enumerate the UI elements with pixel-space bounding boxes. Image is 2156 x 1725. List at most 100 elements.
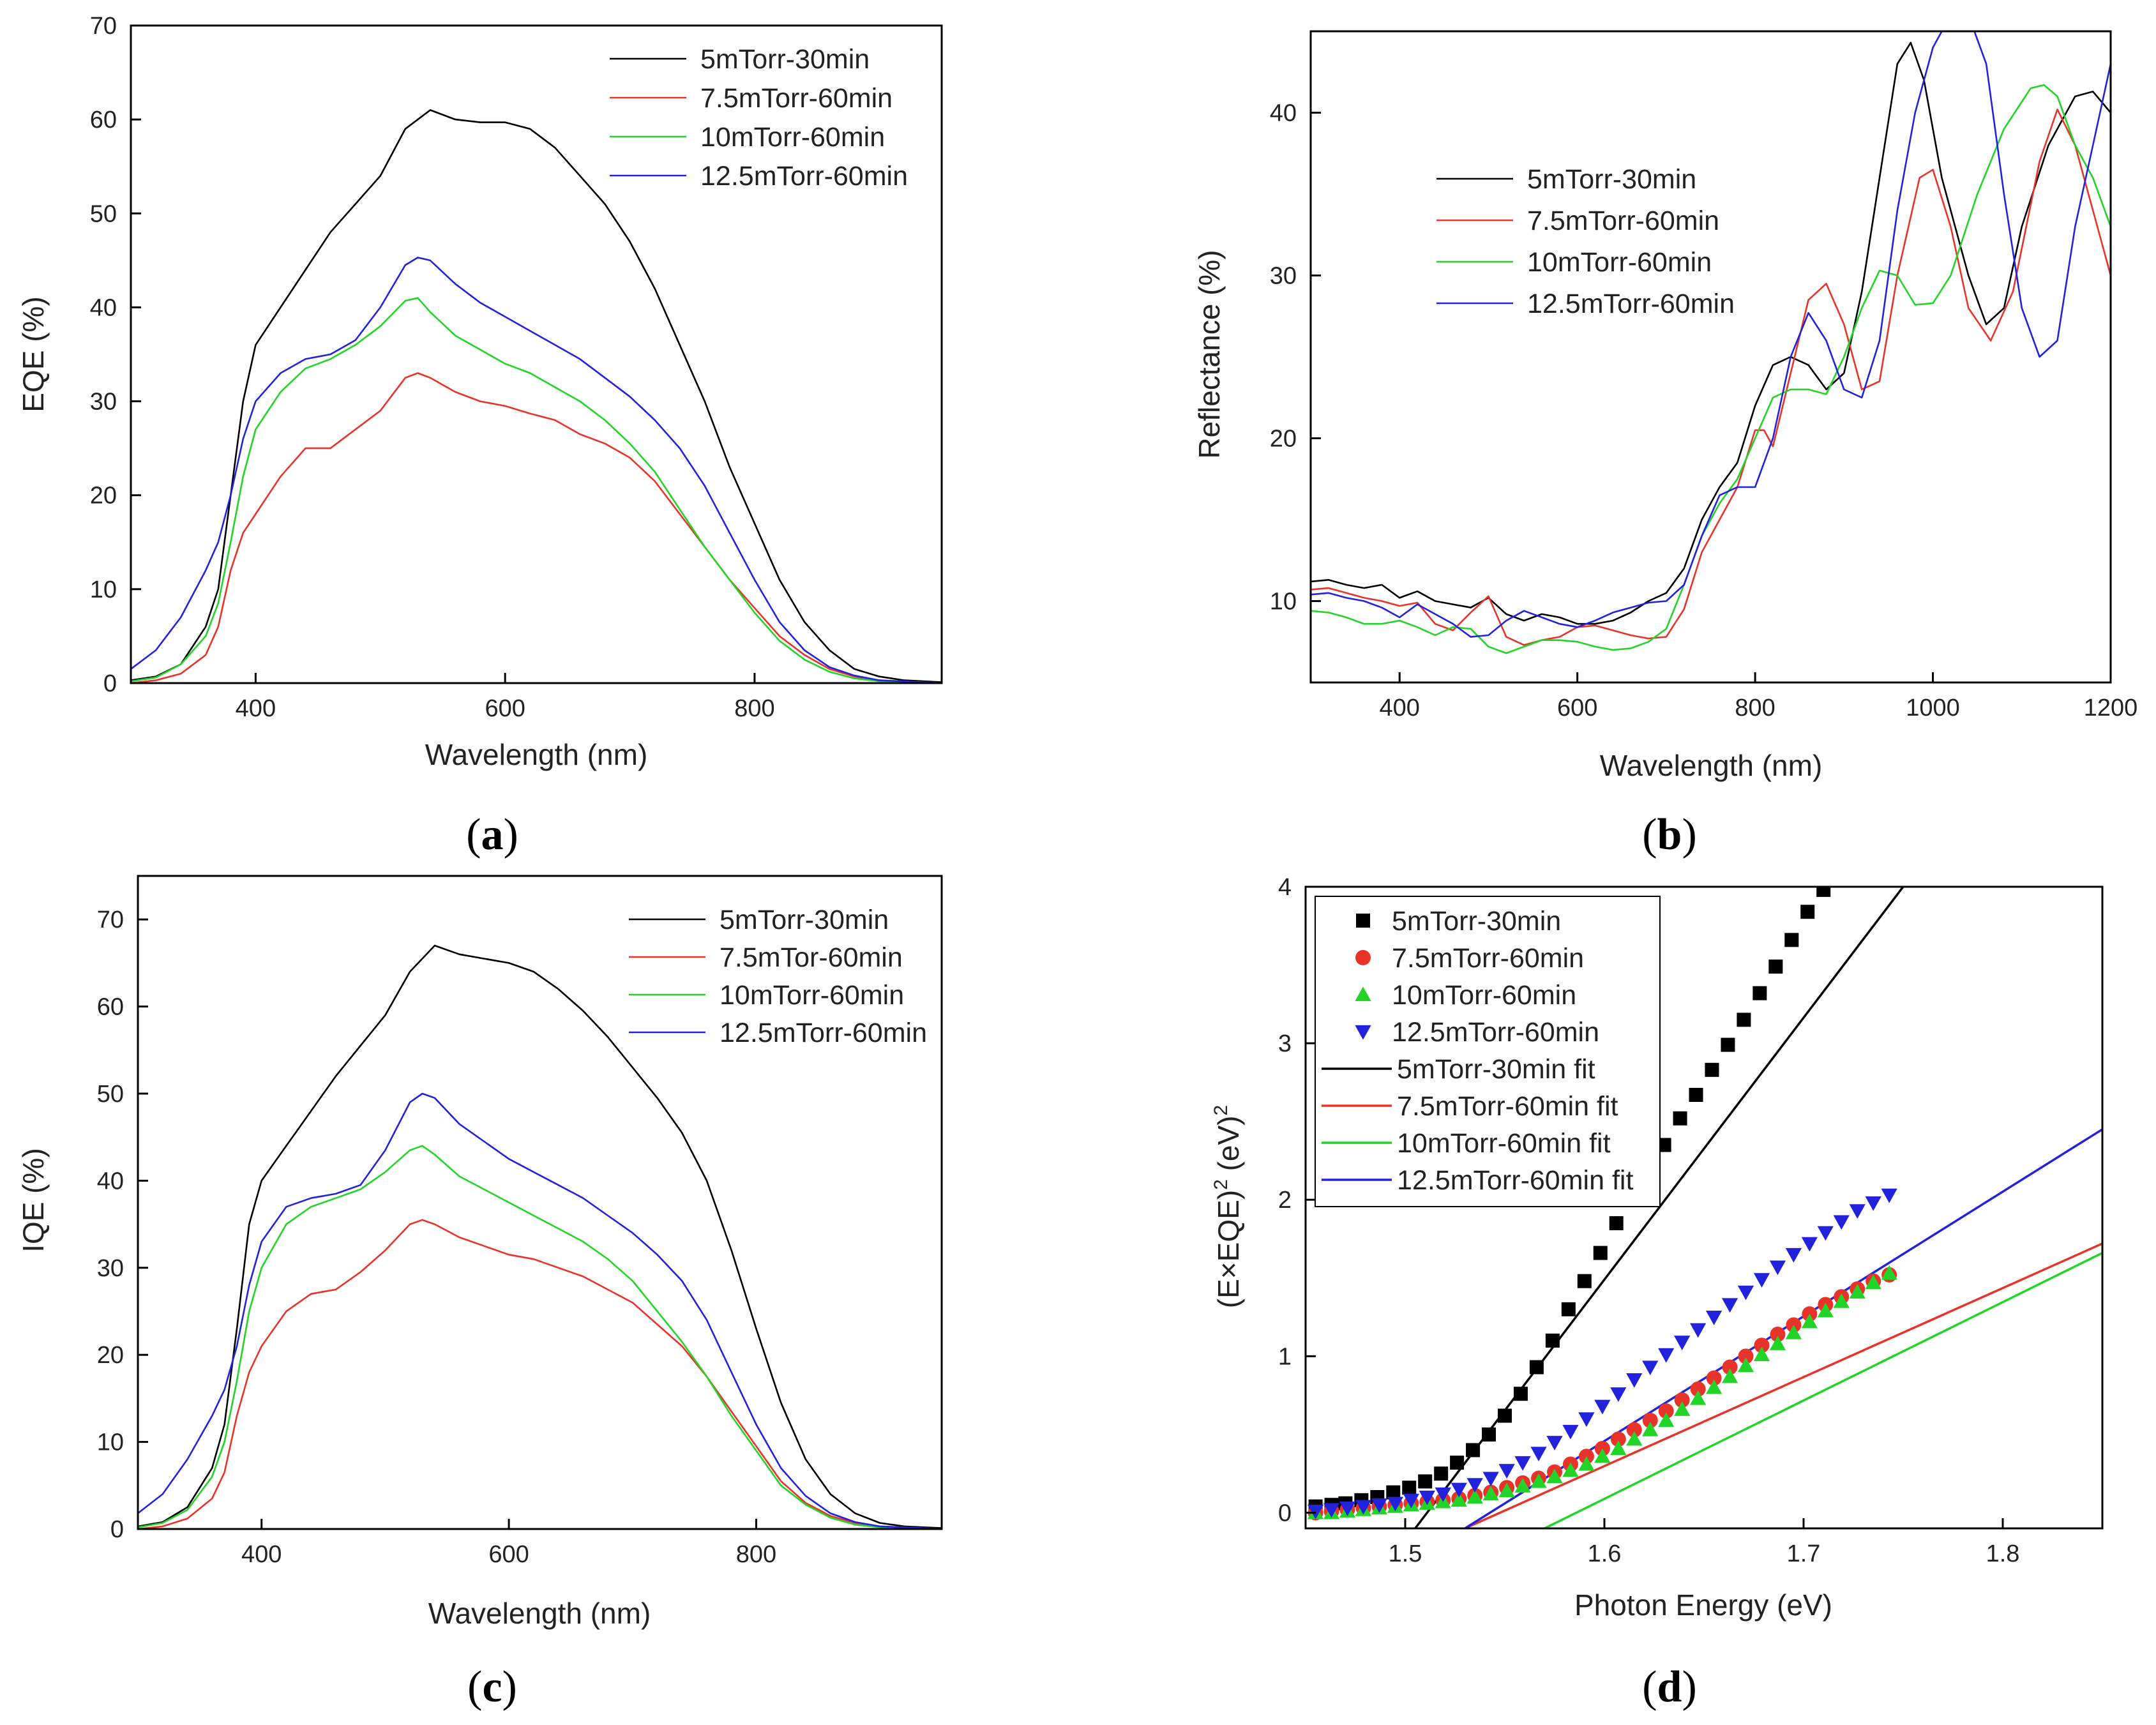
panel-a-y-tick-label: 60 <box>90 107 117 133</box>
panel-d-data-point <box>1355 1500 1372 1515</box>
panel-b-legend-label: 5mTorr-30min <box>1527 164 1696 195</box>
panel-d-data-point <box>1387 1496 1404 1512</box>
panel-d-data-point <box>1482 1427 1496 1442</box>
panel-d-data-point <box>1722 1359 1738 1375</box>
panel-c-y-tick-label: 40 <box>97 1168 124 1194</box>
panel-d-data-point <box>1577 1274 1592 1288</box>
panel-d-data-point <box>1721 1368 1738 1383</box>
panel-d-data-point <box>1785 1324 1802 1339</box>
panel-a-legend-label: 5mTorr-30min <box>700 44 870 75</box>
panel-d-plot-frame <box>1304 885 2104 1530</box>
chart-panel-d: 1.5 1.6 1.7 1.8 0 1 2 3 4 Photon Energy (eV) (E… <box>1210 874 2104 1712</box>
panel-a-y-tick-label: 50 <box>90 200 117 227</box>
panel-b-y-tick-label: 30 <box>1270 263 1297 290</box>
panel-d-data-point <box>1642 1421 1659 1436</box>
panel-d-legend-label: 7.5mTorr-60min <box>1392 943 1584 974</box>
panel-d-data-point <box>1562 1462 1579 1477</box>
panel-a-legend: 5mTorr-30min 7.5mTorr-60min 10mTorr-60min 1… <box>610 44 908 192</box>
panel-d-data-point <box>1466 1489 1483 1504</box>
panel-d-data-point <box>1626 1373 1643 1388</box>
panel-d-series <box>1307 887 2102 1528</box>
panel-d-y-ticks: 0 1 2 3 4 <box>1278 874 1316 1526</box>
panel-d-data-point <box>1674 1401 1691 1416</box>
panel-d-y-label-sup2: 2 <box>1210 1105 1232 1116</box>
panel-a-series-line-3 <box>131 257 942 683</box>
panel-d-data-point <box>1753 1273 1770 1288</box>
panel-d-legend-label: 12.5mTorr-60min fit <box>1397 1165 1633 1196</box>
panel-c-y-tick-label: 60 <box>97 994 124 1021</box>
panel-d-data-point <box>1658 1348 1675 1363</box>
panel-d-data-point <box>1689 1390 1707 1405</box>
panel-a-legend-label: 12.5mTorr-60min <box>700 161 908 192</box>
panel-d-data-point <box>1530 1473 1547 1488</box>
panel-d-data-point <box>1530 1447 1547 1461</box>
panel-d-data-point <box>1498 1464 1515 1479</box>
panel-d-data-point <box>1402 1480 1417 1495</box>
panel-c-label: (c) <box>467 1662 517 1712</box>
panel-d-data-point <box>1689 1323 1707 1338</box>
panel-d-plot-area <box>1307 887 2102 1528</box>
panel-d-data-point <box>1546 1436 1563 1450</box>
panel-b-series-line-2 <box>1311 84 2111 654</box>
panel-b-series-line-3 <box>1311 31 2111 638</box>
panel-a-y-tick-label: 0 <box>103 670 117 697</box>
panel-a-letter: a <box>481 810 504 859</box>
panel-a-x-tick-label: 600 <box>485 695 525 722</box>
panel-a-series-line-0 <box>131 109 942 683</box>
panel-d-y-tick-label: 3 <box>1278 1030 1292 1057</box>
panel-a-x-tick-label: 400 <box>236 695 276 722</box>
panel-b-label: (b) <box>1642 810 1697 859</box>
panel-d-data-point <box>1339 1502 1356 1516</box>
panel-d-data-point <box>1482 1486 1499 1501</box>
panel-d-data-point <box>1642 1360 1659 1376</box>
panel-d-data-point <box>1689 1088 1703 1103</box>
panel-d-legend-marker <box>1355 950 1371 965</box>
panel-d-data-point <box>1610 1387 1627 1402</box>
panel-c-legend: 5mTorr-30min 7.5mTor-60min 10mTorr-60min 12… <box>629 905 927 1048</box>
panel-d-data-point <box>1658 1412 1675 1427</box>
panel-d-data-point <box>1323 1503 1340 1518</box>
panel-c-x-axis-label: Wavelength (nm) <box>428 1597 651 1630</box>
panel-c-series-line-3 <box>138 1092 942 1529</box>
panel-b-y-tick-label: 20 <box>1270 426 1297 453</box>
panel-d-x-tick-label: 1.5 <box>1389 1540 1422 1567</box>
panel-c-legend-label: 10mTorr-60min <box>720 980 904 1011</box>
panel-d-data-point <box>1800 905 1815 919</box>
panel-d-data-point <box>1849 1204 1866 1219</box>
panel-b-y-ticks: 10 20 30 40 <box>1270 100 1321 615</box>
panel-a-x-tick-label: 800 <box>734 695 774 722</box>
panel-d-data-point <box>1690 1381 1706 1397</box>
panel-d-legend-box <box>1315 896 1661 1207</box>
panel-d-legend: 5mTorr-30min 7.5mTorr-60min 10mTorr-60min 1… <box>1315 896 1661 1207</box>
panel-d-legend-label: 5mTorr-30min fit <box>1397 1054 1595 1085</box>
panel-d-data-point <box>1434 1466 1449 1481</box>
panel-d-data-point <box>1768 960 1783 974</box>
panel-c-y-tick-label: 50 <box>97 1081 124 1108</box>
panel-d-data-point <box>1849 1284 1866 1299</box>
panel-d-data-point <box>1754 1337 1770 1353</box>
panel-d-data-point <box>1705 1062 1719 1077</box>
chart-panel-a: 400 600 800 0 10 20 30 40 50 60 70 Wavelength (nm… <box>17 13 943 859</box>
panel-d-legend-label: 5mTorr-30min <box>1392 906 1561 937</box>
panel-d-data-point <box>1593 1246 1608 1260</box>
panel-d-label: (d) <box>1642 1662 1697 1712</box>
panel-c-series-line-1 <box>138 1219 942 1529</box>
panel-a-y-tick-label: 10 <box>90 576 117 603</box>
panel-d-data-point <box>1594 1399 1611 1415</box>
panel-a-series-line-2 <box>131 297 942 683</box>
panel-a-y-axis-label: EQE (%) <box>17 296 50 412</box>
panel-d-data-point <box>1833 1293 1850 1308</box>
panel-d-x-tick-label: 1.6 <box>1588 1540 1622 1567</box>
panel-d-data-point <box>1435 1487 1451 1502</box>
panel-a-y-ticks: 0 10 20 30 40 50 60 70 <box>90 13 141 697</box>
panel-d-data-point <box>1753 1346 1770 1362</box>
panel-d-data-point <box>1737 1285 1754 1300</box>
panel-b-x-tick-label: 600 <box>1557 695 1597 721</box>
panel-d-data-point <box>1466 1478 1483 1493</box>
panel-b-y-axis-label: Reflectance (%) <box>1193 250 1226 458</box>
panel-d-data-point <box>1769 1260 1786 1276</box>
panel-d-legend-marker <box>1355 1025 1371 1040</box>
panel-d-data-point <box>1817 1226 1834 1241</box>
panel-c-series <box>138 944 942 1529</box>
